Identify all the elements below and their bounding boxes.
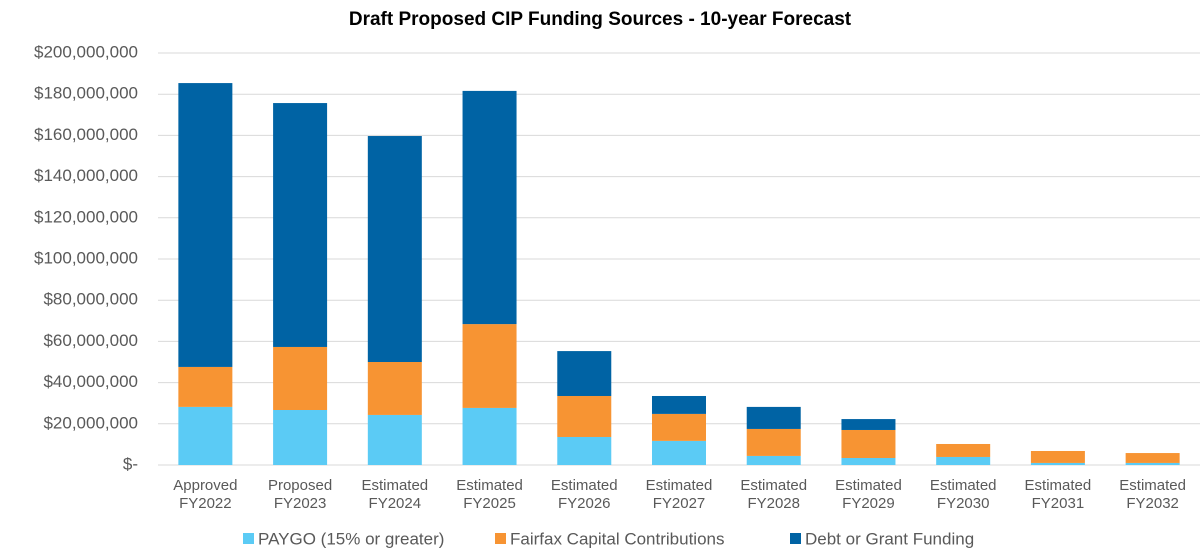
bar-segment [841, 419, 896, 430]
bar-segment [178, 366, 233, 407]
bar-segment [652, 395, 706, 414]
y-tick-label: $120,000,000 [34, 207, 138, 226]
x-tick-label: Estimated [1119, 477, 1186, 494]
bar-segment [746, 406, 801, 429]
x-tick-label: FY2031 [1032, 495, 1085, 512]
bar-segment [1030, 462, 1085, 465]
x-tick-label: FY2024 [369, 495, 422, 512]
y-tick-label: $60,000,000 [43, 331, 138, 350]
x-tick-label: FY2030 [937, 495, 990, 512]
x-tick-label: Estimated [740, 477, 807, 494]
bar-segment [367, 136, 422, 362]
x-tick-label: Estimated [551, 477, 618, 494]
bar-segment [936, 456, 991, 465]
y-tick-label: $20,000,000 [43, 413, 138, 432]
bar-segment [557, 395, 612, 437]
x-tick-label: FY2025 [463, 495, 516, 512]
bar-segment [557, 436, 612, 465]
y-tick-label: $180,000,000 [34, 84, 138, 103]
x-tick-label: FY2028 [747, 495, 800, 512]
y-tick-label: $140,000,000 [34, 166, 138, 185]
x-tick-label: FY2032 [1126, 495, 1179, 512]
bar-segment [841, 429, 896, 458]
y-tick-label: $- [123, 454, 138, 473]
x-tick-label: Estimated [646, 477, 713, 494]
bar-segment [462, 90, 517, 325]
bar-segment [367, 414, 422, 465]
chart-title: Draft Proposed CIP Funding Sources - 10-… [349, 9, 852, 30]
y-tick-label: $80,000,000 [43, 290, 138, 309]
bar-segment [652, 440, 706, 465]
legend-swatch [790, 533, 801, 544]
bar-segment [1125, 462, 1180, 465]
y-tick-label: $100,000,000 [34, 248, 138, 267]
bar-segment [746, 428, 801, 456]
x-tick-label: Approved [173, 477, 237, 494]
bar-segment [462, 324, 517, 408]
bar-segment [746, 455, 801, 465]
x-tick-label: Estimated [361, 477, 428, 494]
legend-label: Debt or Grant Funding [805, 529, 974, 548]
bar-segment [1125, 453, 1180, 463]
bar-segment [1030, 450, 1085, 463]
x-tick-label: Estimated [1025, 477, 1092, 494]
y-tick-label: $160,000,000 [34, 125, 138, 144]
legend-swatch [495, 533, 506, 544]
bar-segment [936, 443, 991, 457]
y-tick-label: $40,000,000 [43, 372, 138, 391]
x-tick-label: FY2023 [274, 495, 327, 512]
x-tick-label: Estimated [456, 477, 523, 494]
y-tick-label: $200,000,000 [34, 42, 138, 61]
x-tick-label: Proposed [268, 477, 332, 494]
x-tick-label: FY2026 [558, 495, 611, 512]
x-tick-label: FY2029 [842, 495, 895, 512]
bar-segment [273, 103, 328, 347]
bar-segment [178, 83, 233, 367]
legend-label: Fairfax Capital Contributions [510, 529, 724, 548]
bar-segment [462, 407, 517, 465]
bar-segment [273, 346, 328, 410]
legend-swatch [243, 533, 254, 544]
x-tick-label: FY2027 [653, 495, 706, 512]
x-tick-label: FY2022 [179, 495, 232, 512]
legend-label: PAYGO (15% or greater) [258, 529, 444, 548]
bar-segment [841, 457, 896, 465]
bar-segment [652, 413, 706, 441]
bar-segment [273, 409, 328, 465]
bar-segment [367, 362, 422, 415]
bar-segment [178, 406, 233, 465]
bar-segment [557, 351, 612, 396]
x-tick-label: Estimated [835, 477, 902, 494]
x-tick-label: Estimated [930, 477, 997, 494]
